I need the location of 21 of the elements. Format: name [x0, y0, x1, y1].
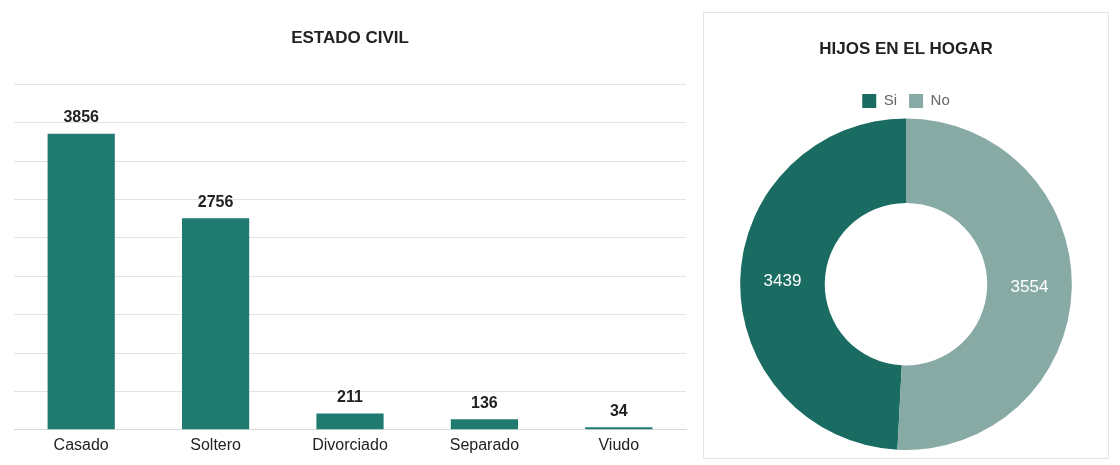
- x-tick-label: Divorciado: [312, 435, 388, 453]
- legend-label: Si: [883, 91, 898, 109]
- x-tick-label: Soltero: [190, 435, 242, 453]
- x-tick-label: Casado: [53, 435, 109, 453]
- data-label: 211: [337, 388, 364, 406]
- data-label: 3554: [1010, 277, 1049, 297]
- bar: [585, 427, 653, 430]
- bar: [316, 413, 384, 430]
- x-tick-label: Viudo: [598, 435, 640, 453]
- x-tick-label: Separado: [449, 435, 520, 453]
- chart-title: ESTADO CIVIL: [291, 27, 409, 47]
- data-label: 3856: [63, 108, 100, 126]
- data-label: 136: [471, 393, 498, 411]
- bar: [47, 133, 115, 430]
- legend-label: No: [930, 91, 950, 109]
- data-label: 2756: [197, 192, 234, 210]
- data-label: 3439: [763, 270, 802, 290]
- bar: [450, 419, 518, 430]
- data-label: 34: [609, 401, 628, 419]
- bar: [182, 218, 250, 430]
- chart-title: HIJOS EN EL HOGAR: [819, 38, 993, 58]
